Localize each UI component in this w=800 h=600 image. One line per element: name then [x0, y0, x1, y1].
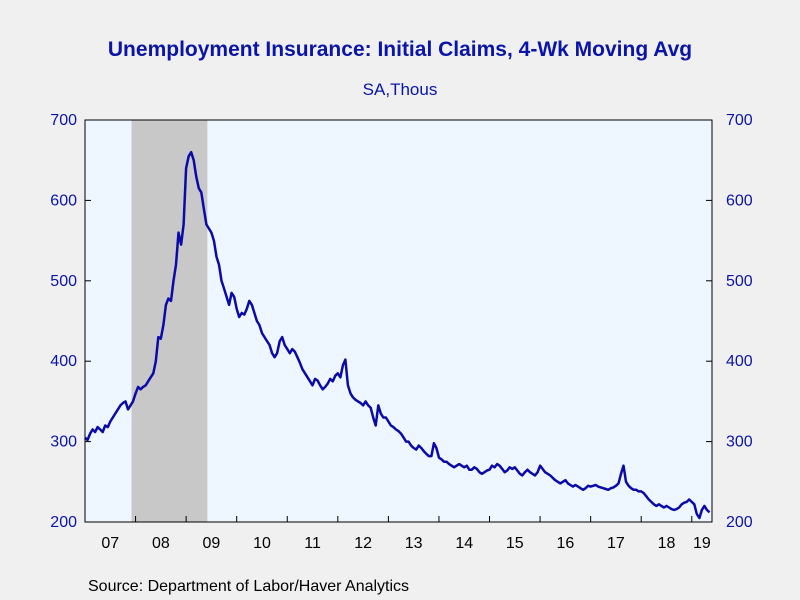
- right-axis: 200 300 400 500 600 700: [706, 112, 753, 531]
- x-tick-label: 19: [693, 535, 711, 552]
- y-tick-label-right: 400: [726, 353, 753, 370]
- x-tick-label: 17: [607, 535, 625, 552]
- y-tick-label-left: 500: [50, 273, 77, 290]
- chart-subtitle: SA,Thous: [362, 80, 438, 99]
- y-tick-label-left: 200: [50, 514, 77, 531]
- chart-title: Unemployment Insurance: Initial Claims, …: [107, 38, 693, 61]
- y-tick-label-right: 200: [726, 514, 753, 531]
- x-tick-label: 18: [658, 535, 676, 552]
- x-tick-label: 11: [304, 535, 321, 552]
- x-tick-label: 16: [556, 535, 574, 552]
- source-note: Source: Department of Labor/Haver Analyt…: [88, 578, 410, 595]
- series-line: [84, 150, 711, 520]
- x-tick-label: 08: [152, 535, 170, 552]
- y-tick-label-left: 600: [50, 192, 77, 209]
- y-tick-label-right: 300: [726, 434, 753, 451]
- x-tick-label: 14: [455, 535, 473, 552]
- y-tick-label-left: 700: [50, 112, 77, 129]
- x-tick-label: 09: [203, 535, 221, 552]
- plot-frame: [84, 119, 713, 523]
- y-tick-label-left: 300: [50, 434, 77, 451]
- x-tick-label: 15: [506, 535, 524, 552]
- y-tick-label-left: 400: [50, 353, 77, 370]
- x-tick-label: 12: [354, 535, 372, 552]
- y-tick-label-right: 600: [726, 192, 753, 209]
- x-tick-label: 07: [101, 535, 119, 552]
- y-tick-label-right: 700: [726, 112, 753, 129]
- recession-shade: [131, 120, 208, 522]
- x-tick-label: 10: [253, 535, 271, 552]
- x-axis: 07 08 09 10 11 12 13 14 15 16 17 18 19: [101, 516, 711, 552]
- x-tick-label: 13: [405, 535, 423, 552]
- y-tick-label-right: 500: [726, 273, 753, 290]
